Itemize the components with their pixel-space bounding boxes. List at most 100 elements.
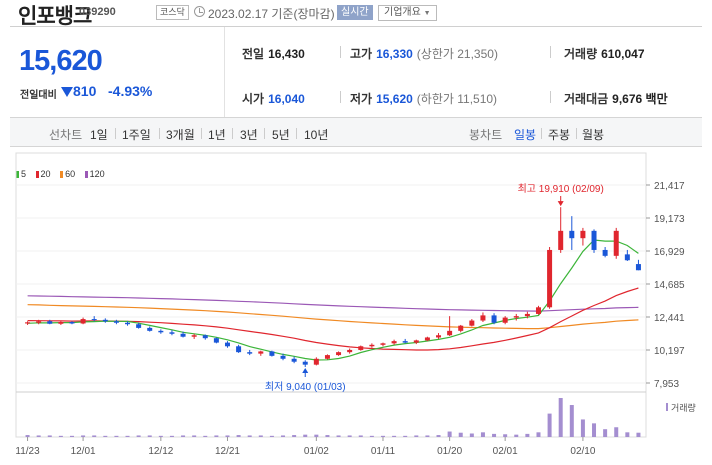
candle-body [169,332,175,334]
volume-bar [25,435,30,437]
candle-body [347,349,353,353]
volume-bar [158,435,163,437]
candle-body [436,335,442,338]
candle-body [480,315,486,321]
candle-body [224,342,230,347]
period-3y-button[interactable]: 3년 [240,128,258,142]
volume-bar [258,435,263,437]
x-tick-label: 11/23 [15,446,40,457]
candle-body [302,361,308,365]
realtime-button[interactable]: 실시간 [337,5,373,20]
volume-bar [547,413,552,437]
stat-label: 거래대금 [564,92,609,106]
candle-weekly-button[interactable]: 주봉 [548,128,571,142]
y-tick-label: 19,173 [654,214,685,225]
volume-bar [314,434,319,437]
candle-body [313,358,319,365]
volume-bar [425,435,430,437]
candle-body [58,322,64,324]
legend-label: 5 [21,169,27,179]
candle-body [147,327,153,331]
candle-body [635,264,641,271]
candle-body [424,337,430,341]
divider [340,46,341,58]
volume-legend-label: 거래량 [671,402,696,413]
y-tick-label: 7,953 [654,379,679,390]
period-1d-button[interactable]: 1일 [90,128,108,142]
divider [10,26,702,27]
candle-body [69,322,75,324]
stat-open: 시가 16,040 [242,90,305,107]
candle-body [125,322,131,325]
volume-bar [236,435,241,437]
volume-bar [558,398,563,437]
candle-body [491,315,497,323]
period-1w-button[interactable]: 1주일 [122,128,151,142]
volume-bar [181,435,186,437]
volume-bar [214,435,219,437]
volume-bar [480,432,485,437]
legend-swatch [60,171,64,178]
volume-bar [414,435,419,437]
candle-daily-button[interactable]: 일봉 [514,128,537,142]
stock-code: 039290 [79,6,116,18]
candle-monthly-button[interactable]: 월봉 [582,128,605,142]
candle-body [569,230,575,239]
candle-body [80,319,86,324]
ma-legend: 5 20 60 120 [16,169,112,179]
volume-bar [247,435,252,437]
period-toolbar: 선차트 1일 1주일 3개월 1년 3년 5년 10년 봉차트 일봉 주봉 월봉 [10,117,702,147]
candle-body [213,338,219,343]
legend-item: 60 [60,169,75,179]
divider [224,27,225,117]
volume-bar [136,435,141,437]
volume-bar [625,432,630,437]
volume-bar [492,433,497,437]
company-info-dropdown[interactable]: 기업개요 ▼ [378,5,437,21]
volume-bar [403,435,408,437]
divider [201,128,202,139]
stat-label: 전일 [242,47,265,61]
legend-item: 5 [16,169,26,179]
volume-bar [436,435,441,437]
candle-body [591,230,597,250]
candle-body [25,322,31,324]
stock-name: 인포뱅크 [18,5,92,28]
candle-body [36,321,42,323]
volume-bar [292,435,297,437]
stat-label: 시가 [242,92,265,106]
volume-bar [58,435,63,437]
stat-high: 고가 16,330 (상한가 21,350) [350,45,498,62]
stat-label: 저가 [350,92,373,106]
legend-swatch [16,171,19,178]
divider [115,128,116,139]
period-1y-button[interactable]: 1년 [208,128,226,142]
candle-body [336,352,342,356]
volume-bar [392,435,397,437]
period-5y-button[interactable]: 5년 [272,128,290,142]
period-3m-button[interactable]: 3개월 [166,128,195,142]
volume-bar [603,429,608,437]
volume-bar [36,435,41,437]
stat-low: 저가 15,620 (하한가 11,510) [350,90,497,107]
y-tick-label: 14,685 [654,280,685,291]
candle-body [613,230,619,256]
x-tick-label: 12/12 [148,446,173,457]
divider [576,128,577,139]
low-arrowhead [302,368,309,374]
candle-body [158,330,164,333]
candle-body [180,333,186,337]
down-arrow-icon [61,87,73,97]
volume-bar [369,435,374,437]
volume-bar [81,435,86,437]
period-10y-button[interactable]: 10년 [304,128,329,142]
high-annotation: 최고 19,910 (02/09) [518,183,604,195]
x-tick-label: 01/20 [437,446,462,457]
volume-bar [169,435,174,437]
candle-body [402,341,408,343]
upper-limit: (상한가 21,350) [416,47,498,61]
volume-bar [458,432,463,437]
candle-body [447,330,453,336]
volume-bar [92,435,97,437]
